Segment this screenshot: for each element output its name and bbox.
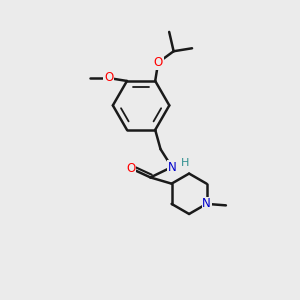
Text: O: O <box>104 71 113 85</box>
Text: N: N <box>202 197 211 210</box>
Text: H: H <box>181 158 189 168</box>
Text: O: O <box>154 56 163 69</box>
Text: N: N <box>167 160 176 173</box>
Text: O: O <box>127 162 136 175</box>
